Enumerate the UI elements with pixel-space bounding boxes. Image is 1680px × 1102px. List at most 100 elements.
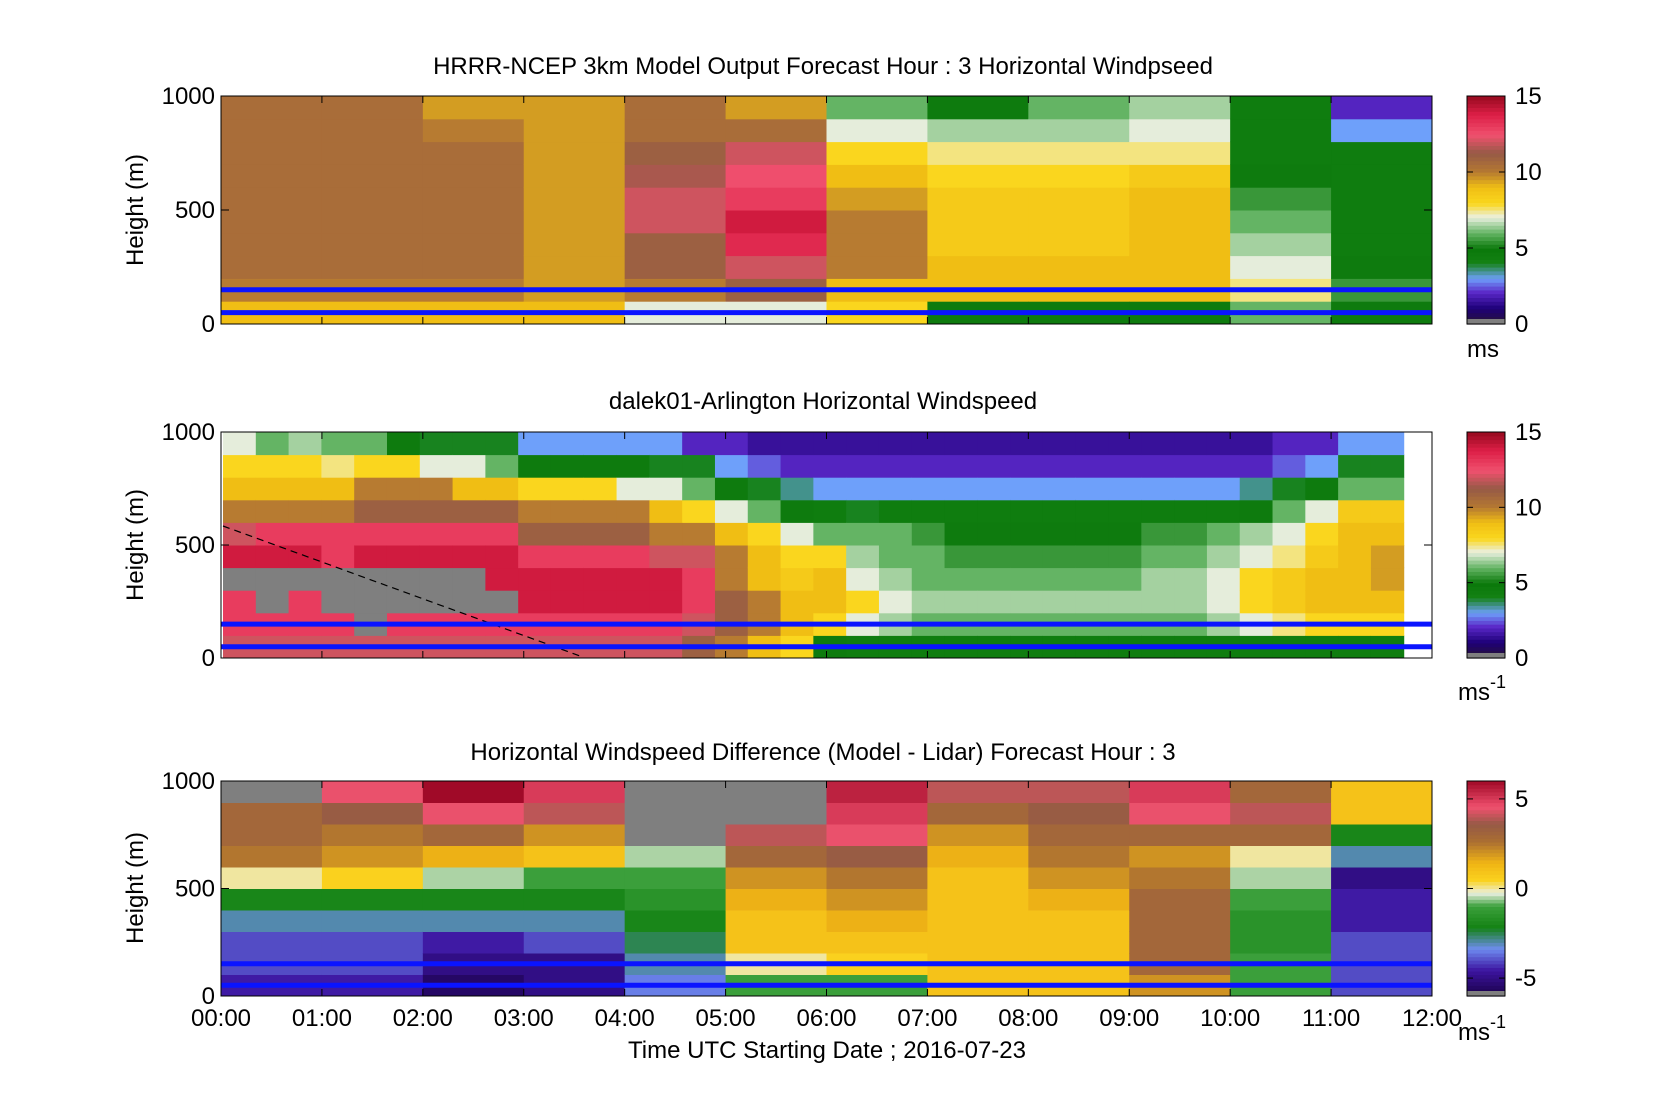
heatmap-cell xyxy=(550,522,585,546)
colorbar-swatch xyxy=(1467,863,1505,868)
colorbar-swatch xyxy=(1467,447,1505,452)
heatmap-cell xyxy=(255,522,290,546)
heatmap-cell xyxy=(550,499,585,523)
heatmap-cell xyxy=(321,255,424,279)
heatmap-cell xyxy=(1305,567,1339,591)
colorbar-swatch xyxy=(1467,563,1505,569)
heatmap-cell xyxy=(422,888,525,911)
heatmap-cell xyxy=(1230,824,1332,846)
colorbar-tick-label: 5 xyxy=(1515,786,1528,813)
heatmap-cell xyxy=(422,255,525,279)
colorbar-swatch xyxy=(1467,172,1505,177)
heatmap-cell xyxy=(518,590,552,614)
colorbar-swatch xyxy=(1467,248,1505,253)
colorbar-swatch xyxy=(1467,781,1505,786)
heatmap-cell xyxy=(826,255,928,279)
colorbar-swatch xyxy=(1467,988,1505,994)
panel-model: HRRR-NCEP 3km Model Output Forecast Hour… xyxy=(122,53,1542,363)
heatmap-cell xyxy=(1174,454,1208,478)
heatmap-cell xyxy=(221,141,323,165)
heatmap-cell xyxy=(523,118,626,143)
heatmap-cell xyxy=(725,164,827,188)
heatmap-cell xyxy=(878,454,913,478)
colorbar-swatch xyxy=(1467,270,1505,276)
heatmap-cell xyxy=(221,96,323,120)
panel-model-reference-lines xyxy=(221,287,1432,316)
colorbar-tick-label: 0 xyxy=(1515,645,1528,672)
heatmap-cell xyxy=(1010,499,1044,523)
colorbar-swatch xyxy=(1467,316,1505,321)
heatmap-cell xyxy=(518,454,552,478)
heatmap-cell xyxy=(977,522,1011,546)
heatmap-cell xyxy=(927,141,1029,165)
heatmap-cell xyxy=(1230,210,1332,234)
colorbar-swatch xyxy=(1467,278,1505,283)
heatmap-cell xyxy=(1206,432,1241,456)
heatmap-cell xyxy=(1042,590,1077,614)
colorbar-swatch xyxy=(1467,443,1505,448)
heatmap-cell xyxy=(977,477,1011,501)
colorbar-swatch xyxy=(1467,953,1505,958)
heatmap-cell xyxy=(386,454,421,478)
heatmap-cell xyxy=(386,432,421,456)
x-tick-label: 04:00 xyxy=(595,1005,655,1032)
colorbar-swatch xyxy=(1467,477,1505,482)
heatmap-cell xyxy=(221,802,323,825)
heatmap-cell xyxy=(288,454,322,478)
colorbar-swatch xyxy=(1467,537,1505,542)
heatmap-cell xyxy=(1272,432,1306,456)
heatmap-cell xyxy=(944,590,978,614)
heatmap-cell xyxy=(714,590,749,614)
heatmap-cell xyxy=(927,210,1029,234)
heatmap-cell xyxy=(1331,96,1433,120)
colorbar-swatch xyxy=(1467,963,1505,968)
colorbar-swatch xyxy=(1467,507,1505,512)
heatmap-cell xyxy=(813,545,847,569)
panel-difference-colorbar: -5 0 5 xyxy=(1466,780,1536,997)
heatmap-cell xyxy=(1141,477,1175,501)
colorbar-swatch xyxy=(1467,949,1505,954)
heatmap-cell xyxy=(944,567,978,591)
heatmap-cell xyxy=(1129,931,1231,954)
heatmap-cell xyxy=(1331,210,1433,234)
heatmap-cell xyxy=(725,931,827,954)
heatmap-cell xyxy=(725,96,827,120)
heatmap-cell xyxy=(1028,187,1130,211)
heatmap-cell xyxy=(624,931,727,954)
heatmap-cell xyxy=(419,477,454,501)
colorbar-swatch xyxy=(1467,206,1505,211)
heatmap-cell xyxy=(780,454,814,478)
heatmap-cell xyxy=(452,567,486,591)
heatmap-cell xyxy=(624,781,727,803)
heatmap-cell xyxy=(1129,845,1231,868)
colorbar-swatch xyxy=(1467,488,1505,493)
colorbar-swatch xyxy=(1467,225,1505,230)
colorbar-swatch xyxy=(1467,480,1505,486)
heatmap-cell xyxy=(911,522,946,546)
colorbar-tick-label: 15 xyxy=(1515,83,1542,110)
heatmap-cell xyxy=(616,545,650,569)
heatmap-cell xyxy=(725,210,827,234)
heatmap-cell xyxy=(550,567,585,591)
colorbar-swatch xyxy=(1467,597,1505,603)
heatmap-cell xyxy=(1206,477,1241,501)
heatmap-cell xyxy=(354,522,388,546)
heatmap-cell xyxy=(523,931,626,954)
heatmap-cell xyxy=(518,522,552,546)
heatmap-cell xyxy=(1230,781,1332,803)
x-tick-label: 07:00 xyxy=(897,1005,957,1032)
y-tick-label: 1000 xyxy=(162,768,215,795)
heatmap-cell xyxy=(1239,545,1274,569)
colorbar-swatch xyxy=(1467,852,1505,857)
heatmap-cell xyxy=(682,499,716,523)
heatmap-cell xyxy=(321,187,424,211)
heatmap-cell xyxy=(649,567,683,591)
heatmap-cell xyxy=(1174,590,1208,614)
heatmap-cell xyxy=(1028,888,1130,911)
heatmap-cell xyxy=(485,454,519,478)
heatmap-cell xyxy=(1129,802,1231,825)
heatmap-cell xyxy=(321,910,424,932)
heatmap-cell xyxy=(1010,567,1044,591)
heatmap-cell xyxy=(649,499,683,523)
colorbar-swatch xyxy=(1467,813,1505,818)
